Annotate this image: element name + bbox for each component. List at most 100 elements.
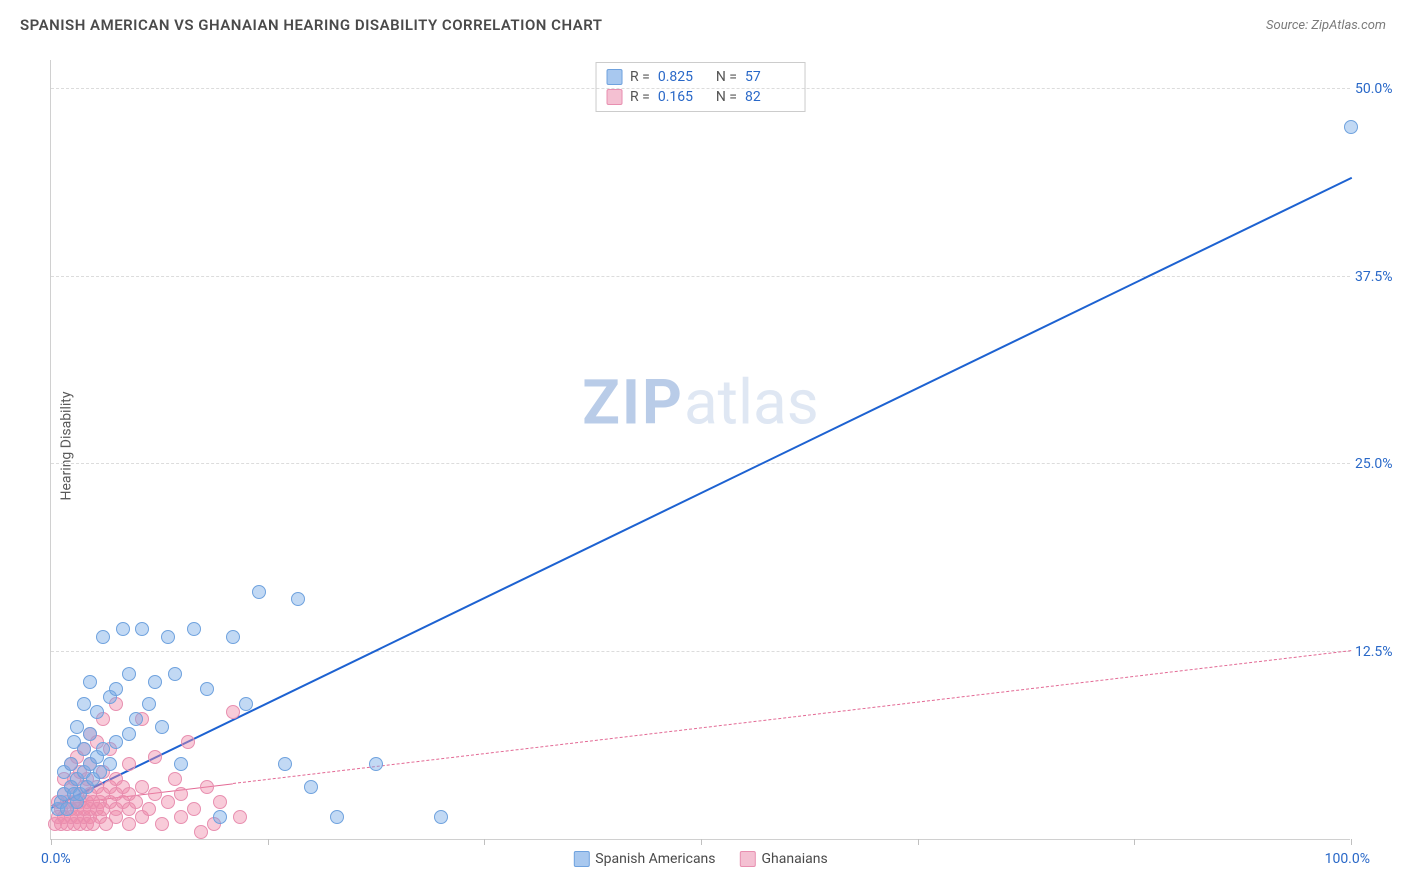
trend-line-dashed [233, 651, 1351, 785]
data-point [233, 810, 247, 824]
legend-n-value-2: 82 [745, 89, 795, 105]
legend-swatch-2 [606, 89, 622, 105]
x-tick [484, 839, 485, 845]
legend-swatch-series1 [573, 851, 589, 867]
x-tick [918, 839, 919, 845]
data-point [200, 682, 214, 696]
data-point [187, 622, 201, 636]
y-tick-label: 12.5% [1355, 644, 1406, 660]
data-point [77, 697, 91, 711]
data-point [64, 757, 78, 771]
data-point [174, 810, 188, 824]
data-point [148, 750, 162, 764]
data-point [90, 705, 104, 719]
data-point [434, 810, 448, 824]
legend-r-value-1: 0.825 [658, 69, 708, 85]
data-point [96, 742, 110, 756]
data-point [187, 802, 201, 816]
watermark: ZIPatlas [582, 366, 819, 439]
x-axis-min-label: 0.0% [41, 851, 71, 867]
y-tick-label: 37.5% [1355, 269, 1406, 285]
data-point [161, 795, 175, 809]
data-point [129, 795, 143, 809]
data-point [122, 757, 136, 771]
chart-title: SPANISH AMERICAN VS GHANAIAN HEARING DIS… [20, 16, 603, 34]
data-point [168, 772, 182, 786]
legend-swatch-1 [606, 69, 622, 85]
legend-swatch-series2 [740, 851, 756, 867]
data-point [330, 810, 344, 824]
x-tick [701, 839, 702, 845]
legend-n-value-1: 57 [745, 69, 795, 85]
legend-label-series2: Ghanaians [762, 851, 828, 867]
data-point [142, 697, 156, 711]
legend-row-series1: R = 0.825 N = 57 [606, 67, 795, 87]
data-point [142, 802, 156, 816]
data-point [226, 630, 240, 644]
data-point [135, 622, 149, 636]
data-point [77, 742, 91, 756]
x-tick [51, 839, 52, 845]
data-point [109, 735, 123, 749]
legend-n-label-1: N = [716, 69, 737, 85]
legend-r-label-2: R = [630, 89, 650, 105]
data-point [122, 667, 136, 681]
legend-r-value-2: 0.165 [658, 89, 708, 105]
data-point [103, 757, 117, 771]
data-point [168, 667, 182, 681]
data-point [148, 787, 162, 801]
y-tick-label: 25.0% [1355, 456, 1406, 472]
correlation-legend: R = 0.825 N = 57 R = 0.165 N = 82 [595, 62, 806, 112]
data-point [122, 817, 136, 831]
data-point [83, 727, 97, 741]
data-point [122, 727, 136, 741]
legend-r-label-1: R = [630, 69, 650, 85]
data-point [109, 682, 123, 696]
gridline [51, 463, 1350, 464]
data-point [213, 810, 227, 824]
data-point [239, 697, 253, 711]
chart-source: Source: ZipAtlas.com [1266, 18, 1386, 33]
data-point [278, 757, 292, 771]
data-point [155, 817, 169, 831]
y-tick-label: 50.0% [1355, 81, 1406, 97]
legend-item-2: Ghanaians [740, 851, 828, 867]
data-point [83, 675, 97, 689]
data-point [174, 787, 188, 801]
data-point [129, 712, 143, 726]
trend-line [51, 177, 1352, 809]
x-tick [268, 839, 269, 845]
watermark-atlas: atlas [684, 366, 819, 439]
data-point [200, 780, 214, 794]
gridline [51, 651, 1350, 652]
data-point [194, 825, 208, 839]
data-point [135, 780, 149, 794]
legend-label-series1: Spanish Americans [595, 851, 715, 867]
data-point [148, 675, 162, 689]
data-point [369, 757, 383, 771]
data-point [70, 720, 84, 734]
legend-n-label-2: N = [716, 89, 737, 105]
data-point [291, 592, 305, 606]
data-point [174, 757, 188, 771]
chart-header: SPANISH AMERICAN VS GHANAIAN HEARING DIS… [0, 0, 1406, 50]
gridline [51, 88, 1350, 89]
data-point [1344, 120, 1358, 134]
data-point [96, 630, 110, 644]
x-axis-max-label: 100.0% [1325, 851, 1370, 867]
data-point [181, 735, 195, 749]
data-point [252, 585, 266, 599]
legend-row-series2: R = 0.165 N = 82 [606, 87, 795, 107]
legend-item-1: Spanish Americans [573, 851, 715, 867]
scatter-plot: ZIPatlas R = 0.825 N = 57 R = 0.165 N = … [50, 60, 1350, 840]
x-tick [1351, 839, 1352, 845]
watermark-zip: ZIP [582, 366, 684, 439]
x-tick [1134, 839, 1135, 845]
data-point [155, 720, 169, 734]
series-legend: Spanish Americans Ghanaians [573, 851, 827, 867]
data-point [226, 705, 240, 719]
data-point [161, 630, 175, 644]
gridline [51, 276, 1350, 277]
data-point [304, 780, 318, 794]
data-point [213, 795, 227, 809]
